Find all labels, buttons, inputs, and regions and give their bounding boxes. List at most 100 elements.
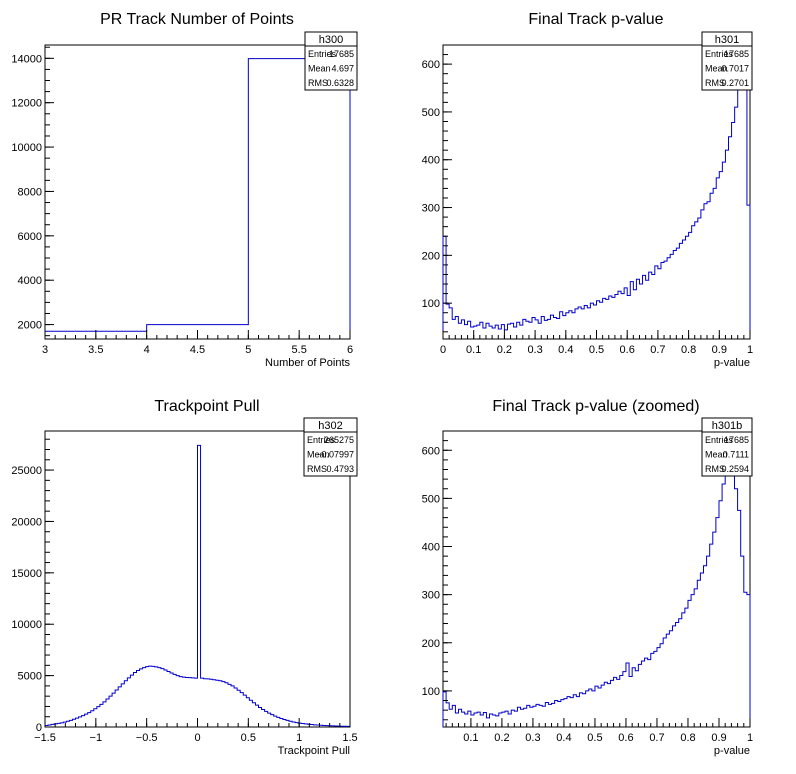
stats-key: Mean bbox=[308, 64, 331, 74]
x-tick-label: 0.6 bbox=[618, 732, 633, 744]
stats-value: 0.7111 bbox=[723, 450, 749, 460]
x-tick-label: 0.4 bbox=[558, 344, 573, 356]
chart-title: Trackpoint Pull bbox=[154, 398, 259, 415]
x-tick-label: 4 bbox=[144, 344, 150, 356]
chart-title: Final Track p-value (zoomed) bbox=[492, 398, 699, 415]
y-tick-label: 300 bbox=[422, 203, 440, 215]
y-tick-label: 100 bbox=[422, 686, 440, 698]
x-tick-label: 0.4 bbox=[556, 732, 571, 744]
x-tick-label: 0.3 bbox=[525, 732, 540, 744]
x-tick-label: 0.9 bbox=[712, 344, 727, 356]
stats-key: Mean bbox=[307, 450, 330, 460]
stats-box-frame bbox=[304, 31, 358, 91]
stats-histogram-name: h302 bbox=[318, 420, 342, 432]
x-tick-label: 4.5 bbox=[190, 344, 205, 356]
x-tick-label: 0.9 bbox=[711, 732, 726, 744]
panel-final-track-pvalue-zoomed: Final Track p-value (zoomed) 0.1 0.2 0.3 0.4… bbox=[422, 398, 753, 757]
histogram-series bbox=[44, 444, 351, 727]
stats-key: RMS bbox=[705, 78, 725, 88]
stats-value: 17685 bbox=[724, 49, 749, 59]
y-tick-label: 200 bbox=[422, 638, 440, 650]
y-tick-label: 500 bbox=[422, 493, 440, 505]
stats-value: 17685 bbox=[724, 435, 749, 445]
x-tick-label: −1.5 bbox=[34, 732, 56, 744]
y-tick-label: 20000 bbox=[11, 516, 42, 528]
x-tick-label: 0.5 bbox=[587, 732, 602, 744]
panel-pr-track-points: PR Track Number of Points 3 3.5 4 4.5 5 5.5 6 20… bbox=[11, 11, 358, 369]
stats-key: Mean bbox=[705, 450, 728, 460]
stats-value: 0.4793 bbox=[326, 464, 354, 474]
x-tick-label: 0.8 bbox=[680, 732, 695, 744]
x-tick-label: 1 bbox=[296, 732, 302, 744]
y-tick-label: 0 bbox=[36, 722, 42, 734]
panel-final-track-pvalue: Final Track p-value 0 0.1 0.2 0.3 0.4 0.5 0.6 0.… bbox=[422, 11, 753, 369]
stats-value: 17685 bbox=[329, 49, 354, 59]
stats-key: Entries bbox=[307, 435, 336, 445]
y-tick-label: 2000 bbox=[18, 320, 42, 332]
plot-frame bbox=[442, 430, 751, 728]
x-tick-label: 1 bbox=[747, 344, 753, 356]
x-tick-label: 1 bbox=[747, 732, 753, 744]
x-axis-label: p-value bbox=[714, 745, 750, 757]
x-tick-label: 0 bbox=[440, 344, 446, 356]
stats-box-frame bbox=[701, 31, 753, 91]
y-tick-label: 100 bbox=[422, 298, 440, 310]
x-tick-label: 0.7 bbox=[650, 344, 665, 356]
x-tick-label: 0.5 bbox=[241, 732, 256, 744]
stats-key: RMS bbox=[308, 78, 328, 88]
y-tick-label: 6000 bbox=[18, 231, 42, 243]
stats-key: Mean bbox=[705, 64, 728, 74]
stats-key: RMS bbox=[705, 464, 725, 474]
x-tick-label: 0.3 bbox=[527, 344, 542, 356]
x-tick-label: 0.2 bbox=[497, 344, 512, 356]
x-tick-label: 0.7 bbox=[649, 732, 664, 744]
x-tick-label: −0.5 bbox=[136, 732, 158, 744]
stats-key: Entries bbox=[705, 49, 734, 59]
x-tick-label: 0.2 bbox=[494, 732, 509, 744]
x-tick-label: 3 bbox=[42, 344, 48, 356]
y-tick-label: 12000 bbox=[11, 98, 42, 110]
y-tick-label: 400 bbox=[422, 542, 440, 554]
x-tick-label: 1.5 bbox=[342, 732, 357, 744]
plot-frame bbox=[44, 44, 351, 340]
y-tick-label: 8000 bbox=[18, 186, 42, 198]
stats-value: 0.7017 bbox=[721, 64, 749, 74]
x-axis-label: p-value bbox=[714, 357, 750, 369]
y-tick-label: 600 bbox=[422, 445, 440, 457]
y-tick-label: 200 bbox=[422, 250, 440, 262]
y-tick-label: 4000 bbox=[18, 275, 42, 287]
chart-title: PR Track Number of Points bbox=[100, 11, 294, 28]
x-tick-label: 0.8 bbox=[681, 344, 696, 356]
stats-value: 0.2594 bbox=[721, 464, 749, 474]
stats-box-frame bbox=[303, 417, 358, 477]
panel-trackpoint-pull: Trackpoint Pull −1.5 −1 −0.5 0 0.5 1 1.5 0 5000 10… bbox=[11, 398, 357, 757]
x-tick-label: 0.1 bbox=[466, 344, 481, 356]
x-tick-label: 3.5 bbox=[88, 344, 103, 356]
x-axis-label: Trackpoint Pull bbox=[278, 745, 350, 757]
y-tick-label: 10000 bbox=[11, 619, 42, 631]
x-tick-label: −1 bbox=[90, 732, 103, 744]
y-tick-label: 10000 bbox=[11, 142, 42, 154]
x-tick-label: 0.5 bbox=[589, 344, 604, 356]
y-tick-label: 14000 bbox=[11, 53, 42, 65]
y-tick-label: 400 bbox=[422, 155, 440, 167]
y-tick-label: 5000 bbox=[18, 671, 42, 683]
x-tick-label: 0.6 bbox=[620, 344, 635, 356]
x-tick-label: 6 bbox=[347, 344, 353, 356]
stats-key: Entries bbox=[705, 435, 734, 445]
stats-box-frame bbox=[701, 417, 753, 477]
stats-histogram-name: h301 bbox=[715, 34, 739, 46]
y-tick-label: 500 bbox=[422, 107, 440, 119]
x-tick-label: 0 bbox=[194, 732, 200, 744]
histogram-series bbox=[442, 430, 751, 727]
stats-key: RMS bbox=[307, 464, 327, 474]
stats-value: 265275 bbox=[324, 435, 354, 445]
x-axis-label: Number of Points bbox=[265, 357, 350, 369]
stats-key: Entries bbox=[308, 49, 337, 59]
x-tick-label: 5.5 bbox=[292, 344, 307, 356]
